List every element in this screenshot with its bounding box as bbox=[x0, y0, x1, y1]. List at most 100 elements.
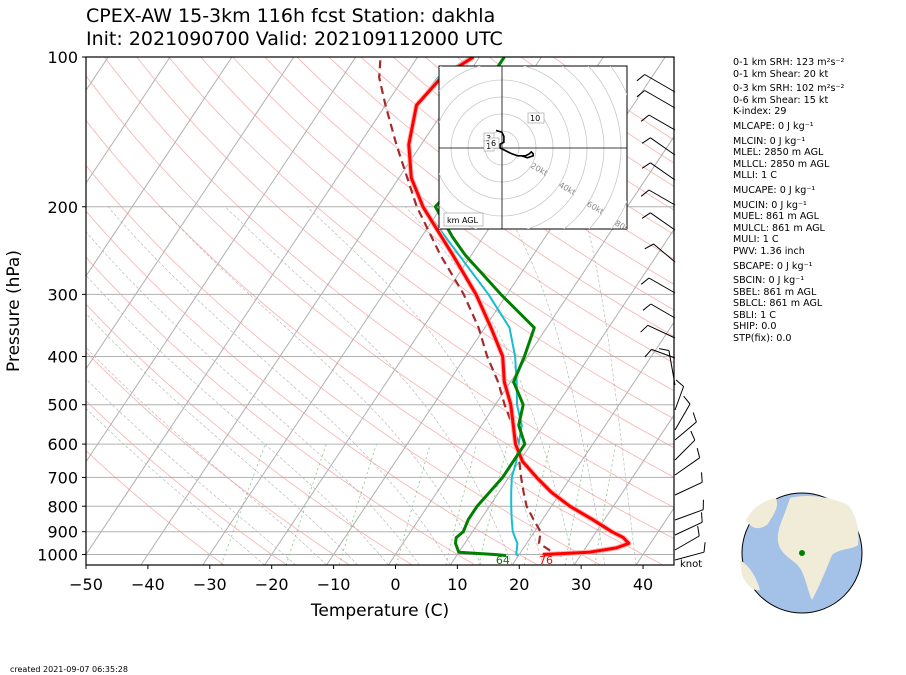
parcel-profile bbox=[378, 57, 563, 557]
wind-barb bbox=[648, 189, 676, 206]
y-tick-label: 800 bbox=[47, 497, 78, 516]
wind-barb-flag bbox=[675, 379, 684, 387]
globe-station-marker bbox=[799, 550, 805, 556]
moist-adiabat bbox=[159, 206, 482, 565]
wind-barb-flag bbox=[642, 303, 652, 311]
wind-barb bbox=[674, 421, 697, 441]
x-tick-label: 0 bbox=[390, 575, 400, 594]
hodograph-height-label: 10 bbox=[530, 114, 540, 123]
mixing-ratio-line bbox=[338, 443, 377, 565]
hodograph-height-box bbox=[527, 112, 545, 124]
isotherm bbox=[449, 228, 674, 565]
stat-item: MLCIN: 0 J kg⁻¹ bbox=[733, 135, 806, 147]
stat-item: SBLCL: 861 m AGL bbox=[733, 298, 823, 310]
dry-adiabat bbox=[86, 450, 225, 565]
stats-panel: 0-1 km SRH: 123 m²s⁻² 0-1 km Shear: 20 kt… bbox=[733, 57, 844, 345]
moist-adiabat bbox=[86, 274, 389, 565]
y-tick-label: 1000 bbox=[37, 545, 78, 564]
hodograph-trace bbox=[495, 129, 534, 159]
wind-barb-flag bbox=[644, 349, 652, 358]
wind-barb bbox=[650, 303, 676, 319]
mixing-ratio-line bbox=[285, 443, 327, 565]
x-tick-label: −50 bbox=[69, 575, 103, 594]
mixing-ratio-line bbox=[523, 444, 551, 565]
stat-item: MUCIN: 0 J kg⁻¹ bbox=[733, 199, 807, 211]
stat-item: SBLI: 1 C bbox=[733, 309, 776, 321]
stat-item: K-index: 29 bbox=[733, 106, 787, 118]
wind-barb-flag bbox=[644, 243, 654, 250]
wind-barb-flag bbox=[696, 447, 701, 458]
dry-adiabat bbox=[200, 57, 674, 420]
wind-barb bbox=[650, 212, 676, 231]
wind-barb bbox=[653, 243, 676, 263]
isotherm bbox=[86, 57, 357, 463]
wind-barb bbox=[674, 551, 705, 561]
y-tick-label: 500 bbox=[47, 396, 78, 415]
x-tick-label: −40 bbox=[131, 575, 165, 594]
x-tick-label: 40 bbox=[633, 575, 653, 594]
stat-item: SBEL: 861 m AGL bbox=[733, 286, 817, 298]
y-tick-label: 600 bbox=[47, 435, 78, 454]
y-tick-label: 100 bbox=[47, 48, 78, 67]
stat-item: MLEL: 2850 m AGL bbox=[733, 147, 824, 159]
hodograph-height-label: 6 bbox=[491, 139, 496, 148]
hodograph-height-box bbox=[488, 137, 500, 149]
hodograph-height-label: 3 bbox=[486, 134, 491, 143]
wind-barb bbox=[674, 439, 696, 461]
isotherm bbox=[86, 57, 233, 277]
moist-adiabat bbox=[225, 206, 513, 565]
stat-item: SBCAPE: 0 J kg⁻¹ bbox=[733, 260, 813, 272]
stat-item: PWV: 1.36 inch bbox=[733, 245, 805, 257]
temperature-profile bbox=[407, 57, 631, 557]
wind-barb bbox=[644, 74, 676, 93]
hodograph-frame bbox=[438, 65, 628, 230]
wind-barb bbox=[674, 457, 700, 476]
moist-adiabat bbox=[503, 206, 606, 565]
isotherm bbox=[86, 57, 171, 185]
y-tick-label: 700 bbox=[47, 468, 78, 487]
wind-barb bbox=[674, 386, 685, 411]
wind-barb bbox=[668, 350, 676, 386]
stat-item: 0-1 km Shear: 20 kt bbox=[733, 68, 829, 80]
barb-unit-label: knot bbox=[680, 559, 703, 570]
stat-item: MLCAPE: 0 J kg⁻¹ bbox=[733, 120, 814, 132]
wind-barb-flag bbox=[701, 512, 703, 523]
stat-item: 0-6 km Shear: 15 kt bbox=[733, 94, 829, 106]
isotherm bbox=[388, 135, 674, 565]
x-axis-label: Temperature (C) bbox=[310, 601, 449, 621]
chart-title: CPEX-AW 15-3km 116h fcst Station: dakhla bbox=[86, 5, 496, 27]
dry-adiabat bbox=[104, 57, 674, 509]
stat-item: STP(fix): 0.0 bbox=[733, 333, 792, 345]
wind-barb-flag bbox=[690, 430, 696, 441]
dry-adiabat bbox=[86, 75, 674, 540]
wind-barb-flag bbox=[636, 74, 646, 82]
stat-item: MUEL: 861 m AGL bbox=[733, 211, 819, 223]
stat-item: MULCL: 861 m AGL bbox=[733, 222, 825, 234]
moist-adiabat bbox=[86, 312, 358, 565]
globe-land-south-america bbox=[740, 560, 760, 591]
dry-adiabat bbox=[360, 57, 674, 285]
isotherm bbox=[86, 57, 295, 370]
globe-icon bbox=[740, 492, 863, 614]
stat-item: MLLCL: 2850 m AGL bbox=[733, 158, 830, 170]
dry-adiabat bbox=[328, 57, 674, 311]
moist-adiabat bbox=[86, 378, 296, 565]
y-tick-label: 300 bbox=[47, 285, 78, 304]
stat-item: MUCAPE: 0 J kg⁻¹ bbox=[733, 184, 816, 196]
plot-area bbox=[86, 57, 674, 565]
wind-barb-flag bbox=[683, 395, 691, 405]
wind-barb bbox=[648, 277, 676, 294]
stat-item: 0-1 km SRH: 123 m²s⁻² bbox=[733, 57, 845, 68]
dry-adiabat bbox=[86, 351, 350, 565]
y-axis-label: Pressure (hPa) bbox=[4, 250, 24, 372]
moist-adiabat bbox=[86, 231, 420, 565]
wind-barb-flag bbox=[659, 348, 669, 351]
hodograph-legend-label: km AGL bbox=[447, 216, 479, 225]
wind-barb-flag bbox=[641, 137, 651, 144]
isotherm bbox=[140, 57, 480, 565]
x-tick-label: 10 bbox=[447, 575, 467, 594]
moist-adiabat bbox=[405, 206, 575, 565]
chart-subtitle: Init: 2021090700 Valid: 202109112000 UTC bbox=[86, 28, 503, 50]
